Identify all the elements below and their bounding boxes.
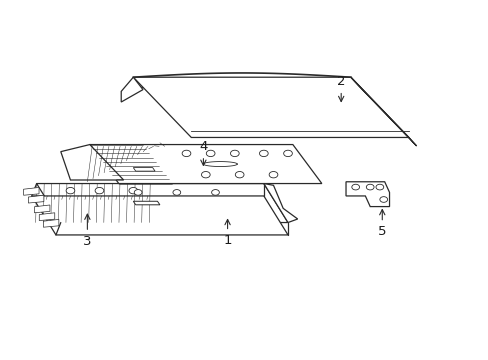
Circle shape [351, 184, 359, 190]
Text: 4: 4 [199, 140, 207, 165]
Circle shape [259, 150, 267, 157]
Text: 3: 3 [83, 214, 91, 248]
Circle shape [66, 188, 75, 194]
Polygon shape [37, 184, 287, 222]
Circle shape [182, 150, 190, 157]
Polygon shape [23, 188, 39, 195]
Polygon shape [350, 77, 416, 146]
Circle shape [230, 150, 239, 157]
Text: 5: 5 [377, 210, 386, 238]
Polygon shape [28, 195, 44, 203]
Circle shape [173, 190, 180, 195]
Circle shape [366, 184, 373, 190]
Circle shape [129, 188, 138, 194]
Circle shape [268, 171, 277, 178]
Polygon shape [61, 145, 123, 180]
Polygon shape [90, 145, 321, 184]
Circle shape [95, 188, 103, 194]
Polygon shape [121, 77, 142, 102]
Circle shape [206, 150, 215, 157]
Circle shape [201, 171, 210, 178]
Circle shape [235, 171, 244, 178]
Circle shape [375, 184, 383, 190]
Polygon shape [346, 182, 389, 207]
Polygon shape [32, 196, 287, 235]
Text: 2: 2 [336, 75, 345, 102]
Circle shape [211, 190, 219, 195]
Polygon shape [39, 213, 55, 221]
Polygon shape [34, 205, 50, 213]
Text: 1: 1 [223, 220, 231, 247]
Circle shape [134, 190, 142, 195]
Polygon shape [133, 201, 160, 205]
Polygon shape [133, 77, 408, 138]
Circle shape [283, 150, 292, 157]
Circle shape [379, 197, 387, 202]
Polygon shape [133, 168, 155, 171]
Polygon shape [264, 184, 297, 222]
Polygon shape [43, 219, 59, 227]
